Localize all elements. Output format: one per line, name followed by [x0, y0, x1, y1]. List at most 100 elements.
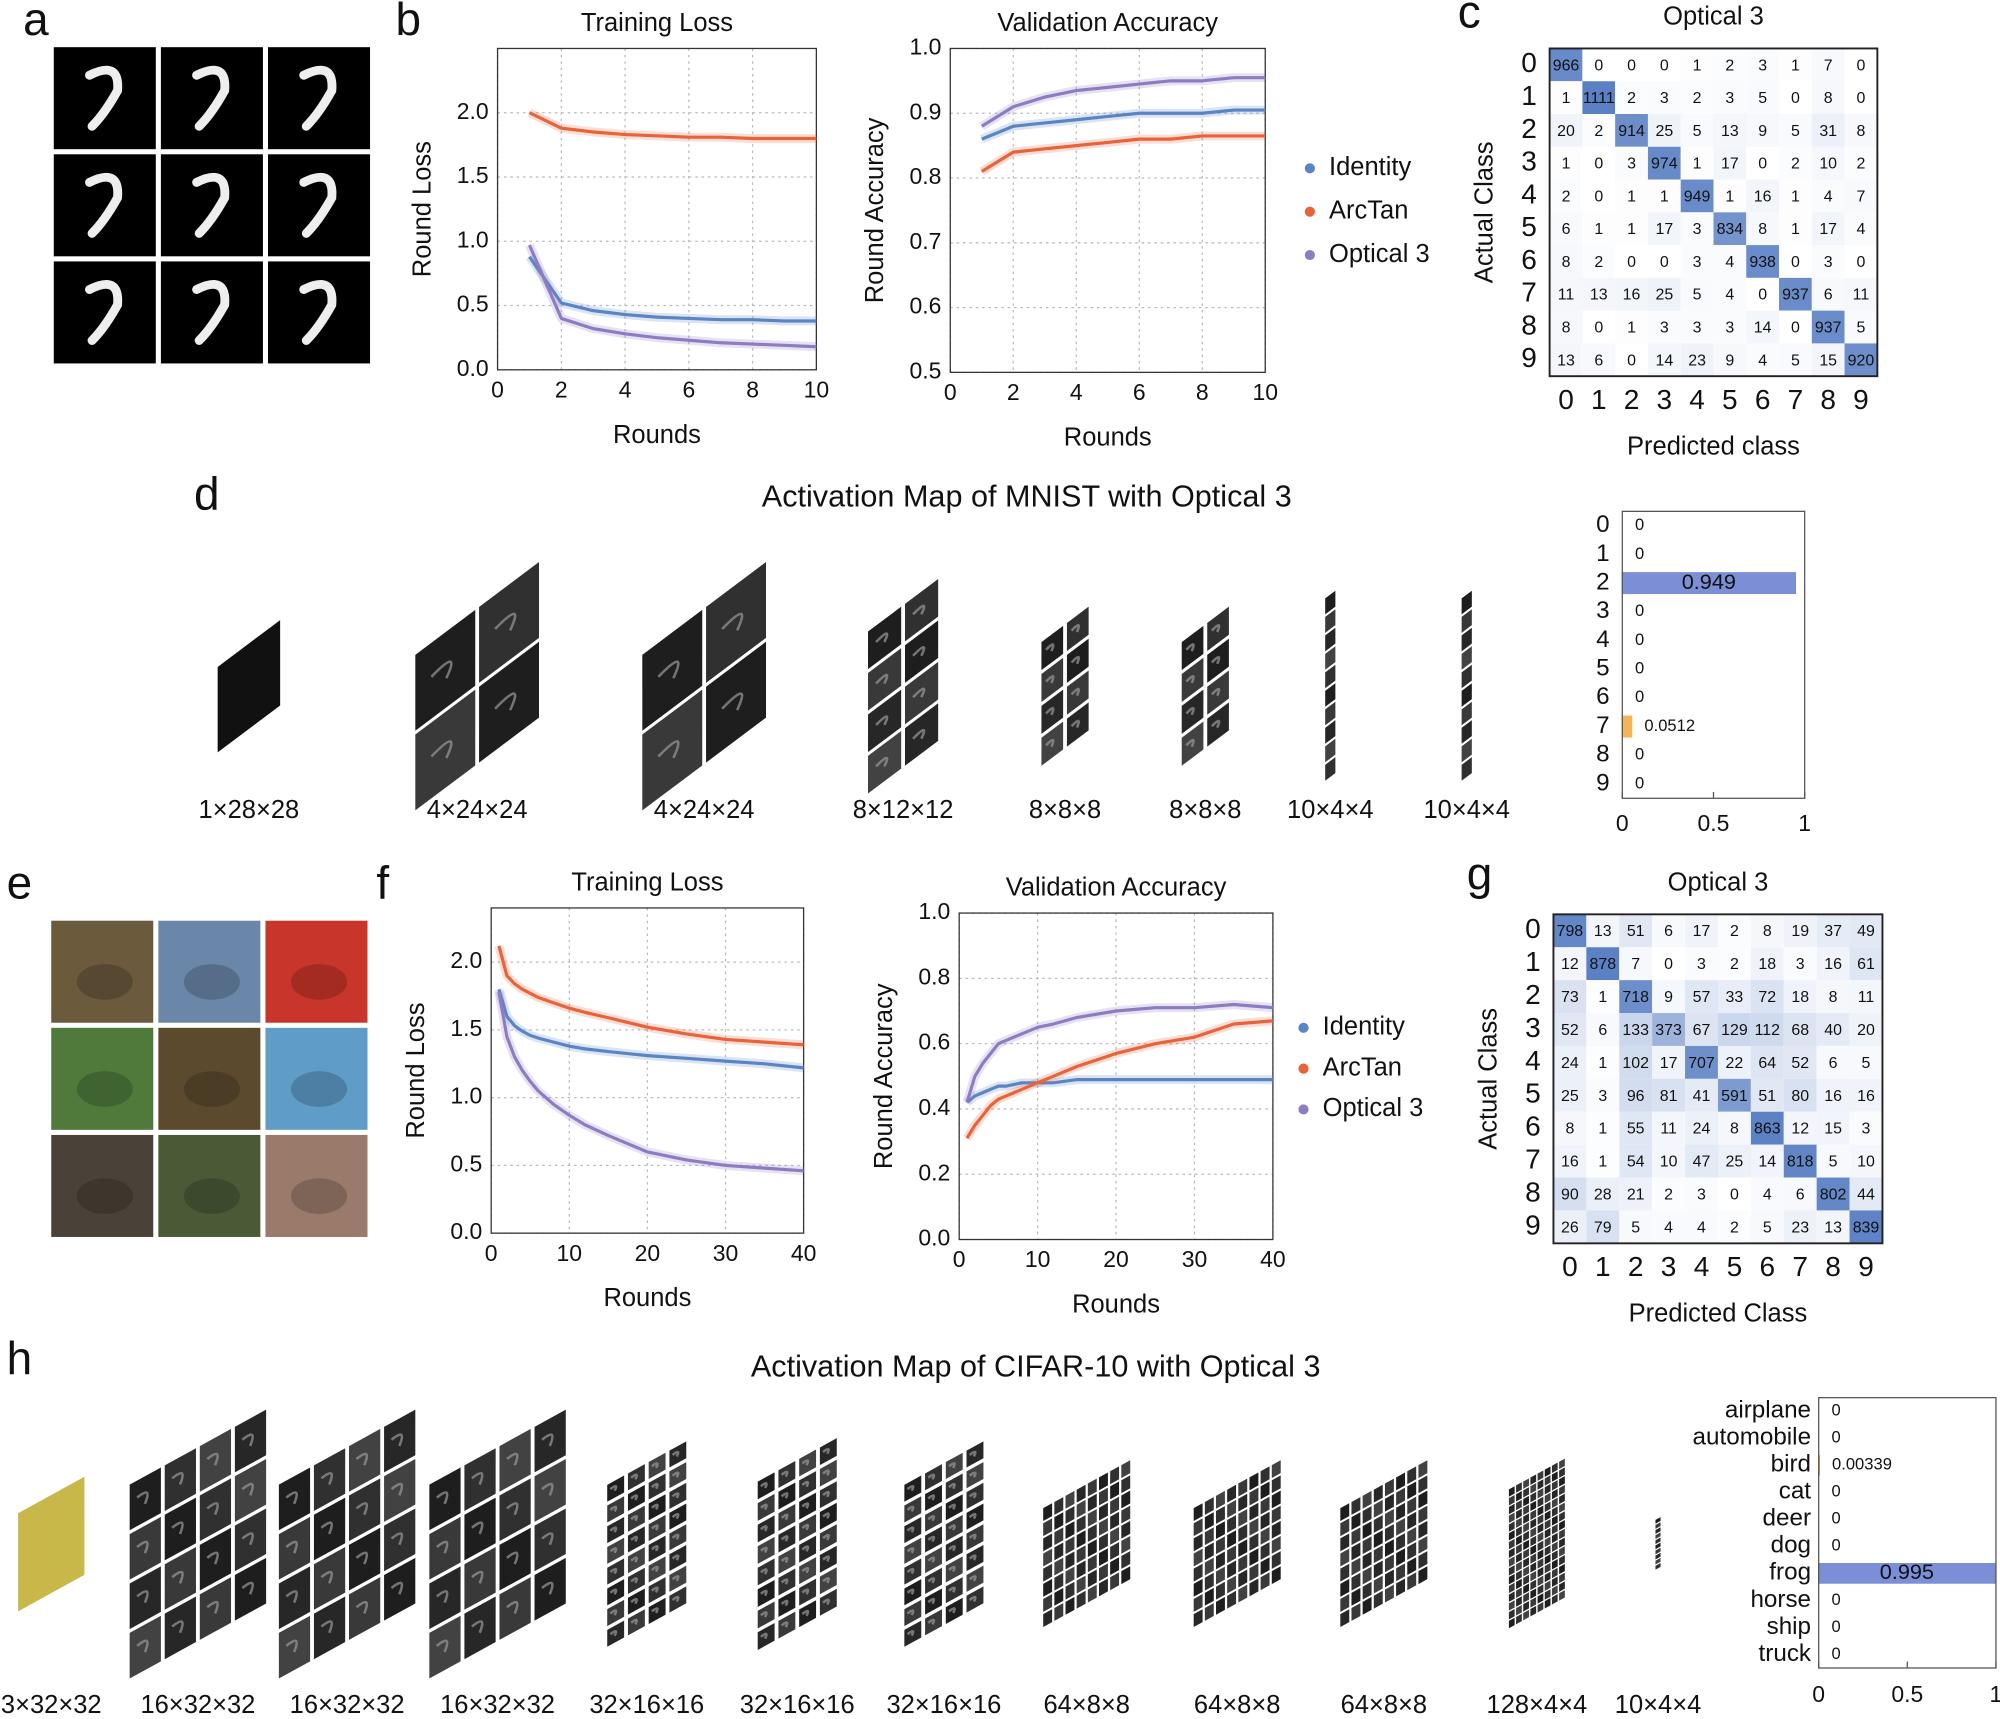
- legend-label: ArcTan: [1329, 196, 1408, 224]
- feature-map: [1559, 1458, 1565, 1470]
- cell-label: 707: [1688, 1055, 1715, 1072]
- feature-map: [1215, 1596, 1225, 1615]
- x-tick-label: 6: [1755, 384, 1771, 415]
- feature-map: [1121, 1505, 1131, 1524]
- value-label: 0.00339: [1832, 1455, 1892, 1474]
- legend-marker: [1298, 1022, 1309, 1033]
- feature-map: [1523, 1592, 1529, 1603]
- feature-map: [642, 689, 703, 811]
- feature-map: [1551, 1471, 1558, 1482]
- feature-map: [1325, 683, 1336, 707]
- cell-label: 21: [1627, 1186, 1645, 1203]
- feature-map: [1260, 1526, 1270, 1545]
- feature-texture: [435, 1590, 449, 1604]
- heatmap-cell: [1652, 914, 1686, 948]
- heatmap-cell: [1779, 343, 1812, 377]
- digit-image: [160, 47, 263, 150]
- feature-texture: [906, 1567, 915, 1575]
- chart-title: Training Loss: [571, 868, 723, 896]
- feature-map: [1418, 1460, 1428, 1479]
- feature-map: [1325, 701, 1336, 726]
- cell-label: 1: [1594, 221, 1603, 238]
- feature-map: [1204, 1557, 1214, 1576]
- heatmap-frame: [1548, 47, 1879, 378]
- feature-map: [1523, 1548, 1529, 1559]
- feature-map: [1098, 1502, 1108, 1521]
- feature-map: [1396, 1517, 1406, 1536]
- feature-map: [1516, 1596, 1522, 1607]
- category-label: dog: [1771, 1532, 1811, 1559]
- feature-map: [1551, 1506, 1558, 1517]
- feature-map: [1516, 1569, 1522, 1581]
- cell-label: 72: [1758, 989, 1776, 1006]
- cell-label: 0: [1627, 57, 1636, 74]
- cell-label: 11: [1558, 287, 1575, 304]
- heatmap-cell: [1582, 146, 1616, 180]
- category-label: cat: [1779, 1478, 1812, 1505]
- category-label: frog: [1769, 1559, 1811, 1586]
- feature-map: [1559, 1572, 1565, 1584]
- heatmap-cell: [1844, 245, 1878, 278]
- x-tick-label: 1: [1595, 1251, 1611, 1282]
- heatmap-cell: [1582, 81, 1616, 115]
- value-label: 0: [1831, 1428, 1840, 1447]
- feature-map: [1461, 720, 1472, 744]
- feature-map: [1362, 1536, 1372, 1555]
- feature-map: [1508, 1582, 1515, 1594]
- feature-texture: [927, 1535, 936, 1543]
- feature-texture: [780, 1535, 789, 1542]
- feature-map: [1076, 1560, 1086, 1579]
- feature-map: [1065, 1566, 1075, 1585]
- heatmap-cell: [1783, 1013, 1817, 1046]
- heatmap-cell: [1811, 114, 1845, 147]
- cell-label: 9: [1758, 123, 1767, 140]
- feature-map: [1530, 1526, 1537, 1538]
- feature-texture: [927, 1473, 936, 1480]
- feature-map: [1340, 1594, 1350, 1612]
- feature-texture: [912, 604, 926, 616]
- feature-map: [164, 1547, 196, 1610]
- feature-map: [1559, 1476, 1565, 1487]
- feature-map: [384, 1459, 416, 1522]
- legend-marker: [1304, 163, 1315, 174]
- heatmap-cell: [1811, 81, 1845, 115]
- feature-texture: [506, 1452, 519, 1466]
- feature-map: [1351, 1497, 1361, 1515]
- heatmap-cell: [1844, 48, 1878, 82]
- cell-label: 25: [1561, 1088, 1579, 1105]
- heatmap-cell: [1849, 914, 1883, 948]
- heatmap-cell: [1746, 179, 1780, 213]
- cell-label: 26: [1561, 1219, 1579, 1236]
- layer-label: 128×4×4: [1487, 1691, 1588, 1719]
- y-tick-label: 3: [1521, 146, 1537, 177]
- cell-label: 1: [1791, 57, 1800, 74]
- heatmap-cell: [1849, 1210, 1883, 1244]
- feature-map: [1351, 1603, 1361, 1621]
- feature-texture: [760, 1482, 768, 1489]
- legend-label: Identity: [1323, 1013, 1405, 1041]
- feature-map: [1537, 1531, 1544, 1543]
- feature-map: [278, 1615, 311, 1679]
- feature-map: [1227, 1560, 1237, 1579]
- category-label: truck: [1759, 1640, 1812, 1667]
- feature-texture: [760, 1632, 768, 1640]
- feature-map: [1559, 1563, 1565, 1575]
- feature-map: [1384, 1569, 1394, 1588]
- feature-map: [1655, 1542, 1661, 1550]
- heatmap-cell: [1849, 1144, 1883, 1178]
- feature-texture: [541, 1581, 554, 1595]
- feature-map: [1537, 1584, 1544, 1595]
- heatmap-cell: [1849, 1177, 1883, 1211]
- value-label: 0: [1831, 1536, 1840, 1555]
- feature-map: [1523, 1583, 1529, 1595]
- feature-texture: [355, 1452, 369, 1466]
- feature-map: [1362, 1490, 1372, 1509]
- legend-marker: [1298, 1063, 1309, 1074]
- feature-texture: [435, 1491, 449, 1505]
- cell-label: 22: [1726, 1055, 1744, 1072]
- chart-title: Training Loss: [581, 9, 733, 37]
- feature-texture: [206, 1551, 219, 1565]
- cell-label: 55: [1627, 1121, 1645, 1138]
- feature-map: [1076, 1499, 1086, 1518]
- cell-label: 2: [1693, 90, 1702, 107]
